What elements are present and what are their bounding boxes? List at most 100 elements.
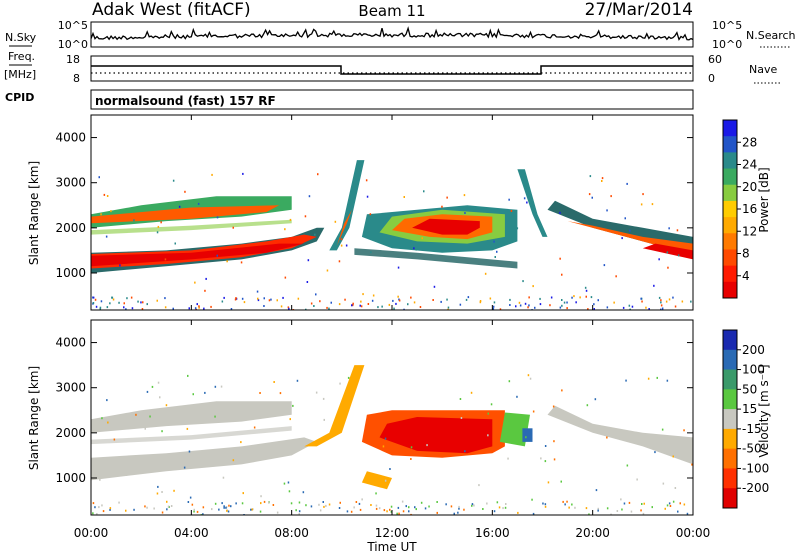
speckle	[344, 298, 346, 301]
cpid-panel	[90, 89, 694, 110]
speckle	[223, 505, 225, 508]
speckle	[210, 305, 212, 308]
speckle	[216, 254, 218, 257]
power-echo-band	[354, 248, 518, 269]
speckle	[528, 304, 530, 307]
speckle	[232, 226, 234, 229]
colorbar-tick-label: 200	[742, 343, 765, 357]
speckle	[156, 299, 158, 302]
speckle	[658, 296, 661, 299]
speckle	[681, 300, 684, 303]
colorbar-segment	[723, 249, 737, 267]
speckle	[263, 297, 265, 300]
speckle	[214, 502, 217, 505]
nave-label: Nave	[749, 63, 777, 76]
speckle	[251, 508, 253, 511]
speckle	[109, 508, 111, 511]
speckle	[107, 421, 109, 424]
speckle	[590, 296, 593, 299]
speckle	[408, 506, 410, 509]
speckle	[318, 503, 320, 506]
cpid-label: CPID	[5, 91, 34, 104]
speckle	[205, 277, 207, 280]
speckle	[305, 504, 307, 507]
speckle	[496, 501, 499, 504]
colorbar-tick-label: 28	[742, 135, 757, 149]
speckle	[92, 296, 94, 299]
speckle	[544, 445, 547, 447]
speckle	[315, 293, 317, 296]
speckle	[375, 504, 378, 507]
speckle	[235, 297, 237, 300]
speckle	[359, 304, 361, 307]
speckle	[187, 374, 189, 377]
y-tick-label: 1000	[55, 471, 86, 485]
speckle	[228, 504, 230, 507]
speckle	[524, 302, 527, 305]
y-tick-label: 3000	[55, 176, 86, 190]
speckle	[493, 510, 496, 513]
speckle	[359, 508, 362, 511]
speckle	[593, 303, 595, 306]
speckle	[186, 427, 189, 430]
freq-label: Freq.	[8, 50, 35, 63]
speckle	[463, 508, 465, 511]
speckle	[628, 304, 631, 307]
power-heatmap	[91, 160, 693, 310]
speckle	[92, 296, 95, 299]
speckle	[304, 215, 307, 218]
nave-tick-bottom: 0	[708, 72, 715, 85]
speckle	[146, 303, 148, 306]
speckle	[230, 505, 232, 508]
y-tick-label: 4000	[55, 131, 86, 145]
speckle	[666, 251, 669, 254]
speckle	[478, 484, 480, 487]
speckle	[479, 300, 482, 302]
x-tick-label: 20:00	[575, 526, 610, 540]
speckle	[532, 285, 534, 288]
speckle	[561, 273, 563, 276]
speckle	[110, 210, 112, 213]
speckle	[658, 258, 660, 261]
speckle	[355, 501, 358, 503]
power-colorbar-title: Power [dB]	[757, 167, 771, 232]
colorbar-segment	[723, 120, 737, 137]
speckle	[259, 510, 262, 513]
speckle	[352, 304, 354, 307]
speckle	[626, 182, 628, 185]
speckle	[194, 307, 197, 310]
speckle	[178, 205, 181, 208]
speckle	[672, 500, 675, 503]
speckle	[547, 481, 550, 484]
speckle	[310, 505, 313, 508]
speckle	[92, 502, 95, 505]
colorbar-tick-label: 12	[742, 224, 757, 238]
speckle	[296, 379, 299, 382]
velocity-echo-band	[361, 471, 392, 490]
speckle	[594, 398, 597, 401]
speckle	[326, 269, 329, 272]
speckle	[408, 510, 410, 513]
speckle	[164, 258, 167, 261]
freq-tick-top: 18	[66, 53, 80, 66]
speckle	[664, 507, 666, 510]
colorbar-frame	[722, 329, 738, 509]
speckle	[241, 502, 244, 505]
speckle	[564, 503, 566, 506]
speckle	[361, 498, 363, 501]
speckle	[109, 302, 111, 305]
speckle	[463, 194, 466, 197]
speckle	[353, 506, 355, 509]
x-tick-label: 12:00	[375, 526, 410, 540]
speckle	[289, 218, 292, 221]
speckle	[140, 301, 142, 304]
speckle	[98, 176, 100, 179]
speckle	[402, 510, 405, 513]
speckle	[508, 380, 511, 383]
speckle	[242, 492, 244, 495]
speckle	[509, 298, 511, 301]
x-axis-label: Time UT	[366, 540, 417, 554]
speckle	[328, 307, 330, 310]
speckle	[256, 290, 259, 293]
speckle	[360, 305, 363, 308]
